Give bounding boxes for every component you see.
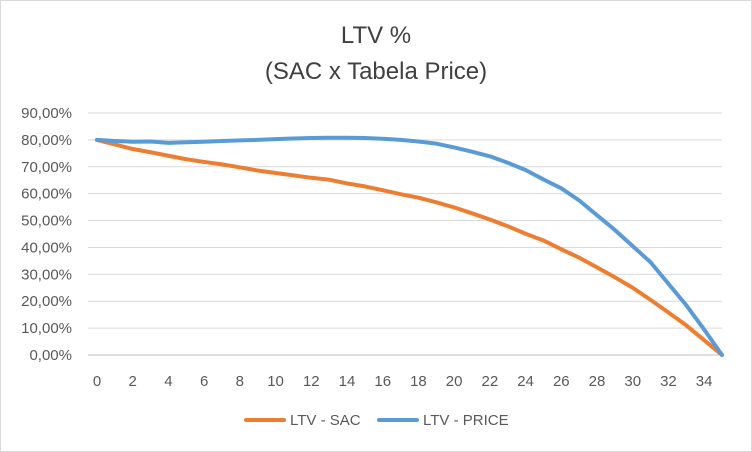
x-tick-label: 30 (624, 373, 641, 390)
x-tick-label: 8 (236, 373, 244, 390)
x-tick-label: 2 (129, 373, 137, 390)
x-tick-label: 24 (517, 373, 534, 390)
x-tick-label: 22 (482, 373, 499, 390)
x-tick-label: 34 (696, 373, 713, 390)
y-tick-label: 50,00% (21, 213, 72, 230)
y-tick-label: 0,00% (29, 347, 72, 364)
x-tick-label: 28 (589, 373, 606, 390)
y-tick-label: 40,00% (21, 239, 72, 256)
x-tick-label: 6 (200, 373, 208, 390)
x-tick-label: 32 (660, 373, 677, 390)
y-tick-label: 30,00% (21, 266, 72, 283)
series-line-sac (95, 137, 724, 357)
series-line-price (95, 135, 724, 357)
chart-title: LTV % (340, 22, 412, 49)
x-tick-label: 4 (164, 373, 172, 390)
x-tick-label: 26 (553, 373, 570, 390)
chart-subtitle: (SAC x Tabela Price) (264, 58, 488, 85)
y-tick-label: 60,00% (21, 186, 72, 203)
y-tick-label: 80,00% (21, 132, 72, 149)
y-tick-label: 10,00% (21, 320, 72, 337)
y-tick-label: 70,00% (21, 159, 72, 176)
x-tick-label: 0 (93, 373, 101, 390)
x-tick-label: 12 (303, 373, 320, 390)
legend-label: LTV - SAC (290, 412, 361, 429)
x-tick-label: 16 (374, 373, 391, 390)
x-tick-label: 18 (410, 373, 427, 390)
x-tick-label: 10 (267, 373, 284, 390)
y-tick-label: 20,00% (21, 293, 72, 310)
x-tick-label: 14 (339, 373, 356, 390)
legend-label: LTV - PRICE (423, 412, 509, 429)
y-tick-label: 90,00% (21, 105, 72, 122)
x-tick-label: 20 (446, 373, 463, 390)
